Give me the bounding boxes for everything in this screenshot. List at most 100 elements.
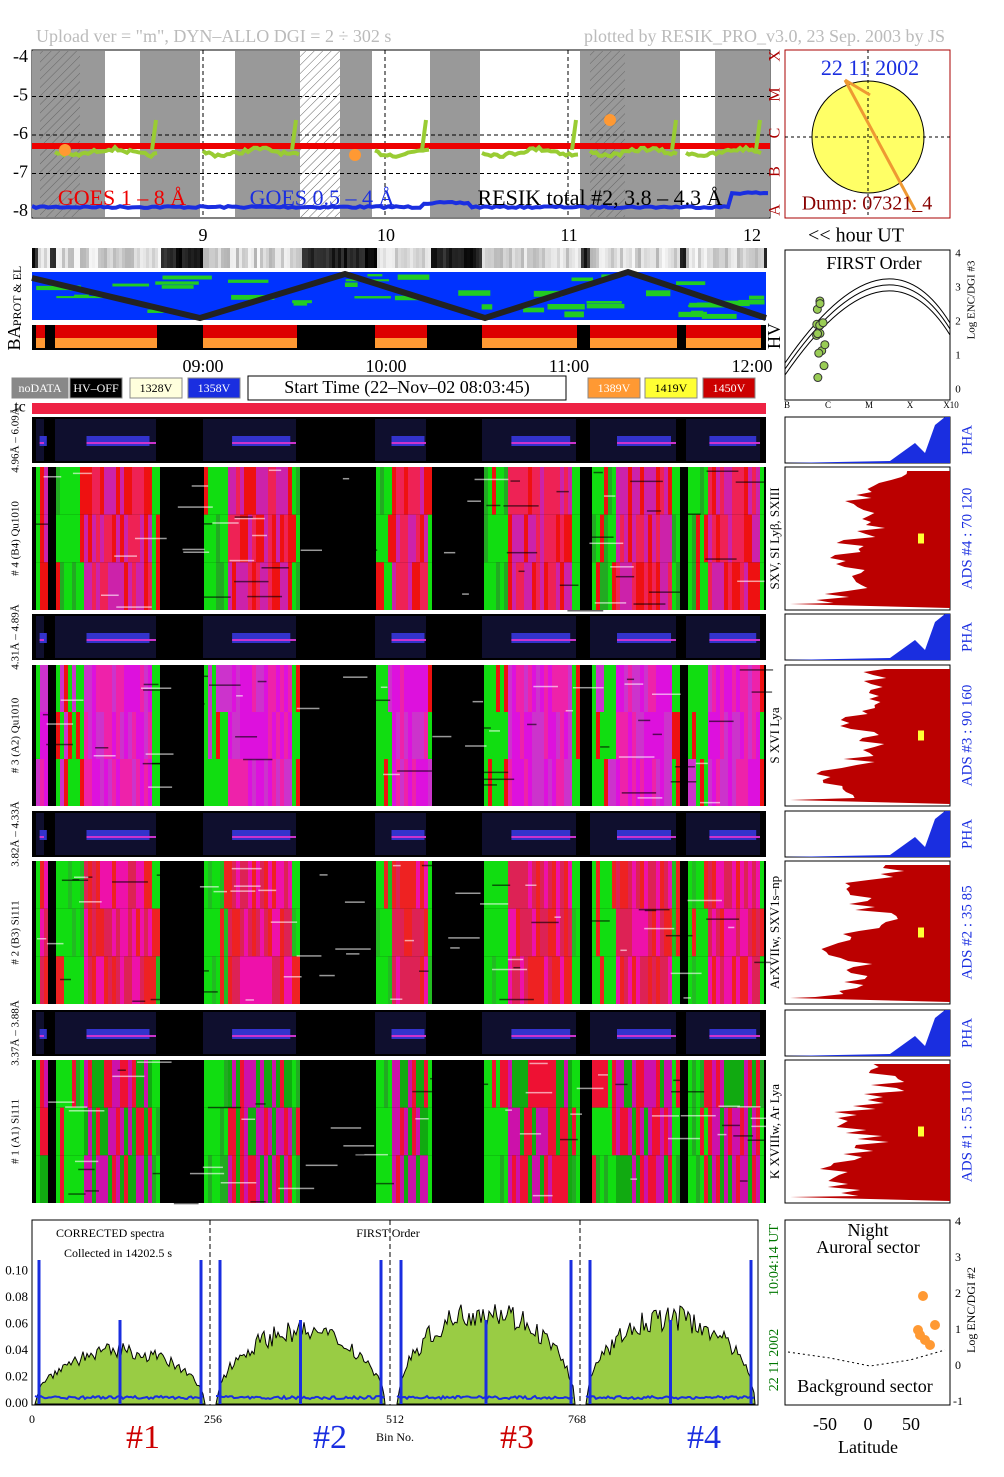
heat-strip — [116, 1060, 120, 1108]
heat-noise — [705, 558, 737, 560]
heat-strip — [656, 665, 660, 712]
heat-strip — [640, 1107, 644, 1156]
heat-strip — [36, 908, 40, 957]
heat-strip — [552, 908, 556, 957]
heat-strip — [660, 759, 664, 806]
heat-strip — [612, 1107, 616, 1156]
hour-label: 10 — [377, 225, 395, 245]
heat-strip — [500, 1060, 504, 1108]
heat-strip — [568, 861, 572, 909]
heat-strip — [712, 759, 716, 806]
heat-strip — [496, 1060, 500, 1108]
line-ids: S XVI Lya — [767, 707, 782, 764]
heat-strip — [240, 759, 244, 806]
heat-strip — [92, 665, 96, 712]
heat-noise — [750, 1117, 770, 1120]
heat-strip — [744, 1060, 748, 1108]
heat-strip — [80, 467, 84, 515]
heat-strip — [664, 908, 668, 957]
heat-strip — [88, 467, 92, 515]
heat-strip — [712, 467, 716, 515]
exposure-bar — [689, 248, 692, 268]
heat-strip — [68, 1060, 72, 1108]
heat-noise — [474, 478, 509, 481]
heat-strip — [288, 1060, 292, 1108]
heat-strip — [216, 1107, 220, 1156]
heat-strip — [688, 562, 692, 610]
heat-strip — [224, 861, 228, 909]
heat-noise — [193, 970, 209, 972]
heat-strip — [284, 1107, 288, 1156]
exposure-bar — [659, 248, 662, 268]
heat-noise — [137, 1061, 172, 1063]
exposure-bar — [131, 248, 134, 268]
heat-strip — [136, 759, 140, 806]
heat-strip — [648, 1107, 652, 1156]
heat-strip — [144, 759, 148, 806]
heat-strip — [592, 1107, 596, 1156]
heat-noise — [505, 1109, 512, 1111]
heat-strip — [652, 467, 656, 515]
heat-strip — [96, 562, 100, 610]
heat-strip — [488, 467, 492, 515]
heat-strip — [124, 665, 128, 712]
heat-strip — [488, 759, 492, 806]
heat-strip — [652, 908, 656, 957]
heat-strip — [384, 908, 388, 957]
heat-strip — [568, 1060, 572, 1108]
heat-strip — [296, 1107, 300, 1156]
heat-strip — [592, 1155, 596, 1203]
heat-strip — [400, 908, 404, 957]
heat-strip — [216, 665, 220, 712]
heat-strip — [252, 759, 256, 806]
exposure-bar — [419, 248, 422, 268]
axis-label: Log ENC/DGI #2 — [964, 1267, 978, 1353]
heat-noise — [455, 892, 481, 895]
exposure-bar — [671, 248, 674, 268]
heat-strip — [240, 467, 244, 515]
heat-strip — [704, 665, 708, 712]
heat-noise — [250, 1201, 266, 1203]
exposure-bar — [275, 248, 278, 268]
y-tick-label: 2 — [955, 1286, 961, 1300]
heat-strip — [672, 861, 676, 909]
heat-strip — [652, 1060, 656, 1108]
heat-strip — [256, 712, 260, 759]
heat-strip — [648, 1060, 652, 1108]
pha-signal — [232, 830, 291, 840]
heat-strip — [540, 712, 544, 759]
heat-noise — [355, 1153, 388, 1156]
heat-strip — [732, 562, 736, 610]
heat-strip — [128, 861, 132, 909]
heat-strip — [128, 712, 132, 759]
heat-strip — [728, 908, 732, 957]
heat-strip — [140, 861, 144, 909]
heat-strip — [608, 665, 612, 712]
heat-strip — [552, 712, 556, 759]
heat-strip — [112, 562, 116, 610]
class-label: B — [767, 166, 784, 177]
ads-marker — [918, 533, 924, 544]
exposure-bar — [380, 248, 383, 268]
heat-strip — [696, 467, 700, 515]
heat-noise — [48, 1101, 75, 1103]
heat-noise — [570, 1113, 583, 1115]
heat-strip — [128, 1155, 132, 1203]
heat-strip — [36, 514, 40, 563]
exposure-bar — [365, 248, 368, 268]
heat-strip — [396, 712, 400, 759]
y-tick-label: 0 — [955, 384, 961, 396]
heat-strip — [136, 861, 140, 909]
exposure-bar — [533, 248, 536, 268]
hour-label: 11 — [560, 225, 577, 245]
heat-strip — [612, 514, 616, 563]
heat-strip — [656, 514, 660, 563]
heat-noise — [415, 1118, 429, 1120]
heat-strip — [548, 759, 552, 806]
heat-strip — [512, 956, 516, 1004]
detector-label: #2 — [313, 1419, 347, 1456]
exposure-bar — [542, 248, 545, 268]
heat-strip — [536, 1155, 540, 1203]
heat-strip — [384, 861, 388, 909]
heat-strip — [156, 908, 160, 957]
